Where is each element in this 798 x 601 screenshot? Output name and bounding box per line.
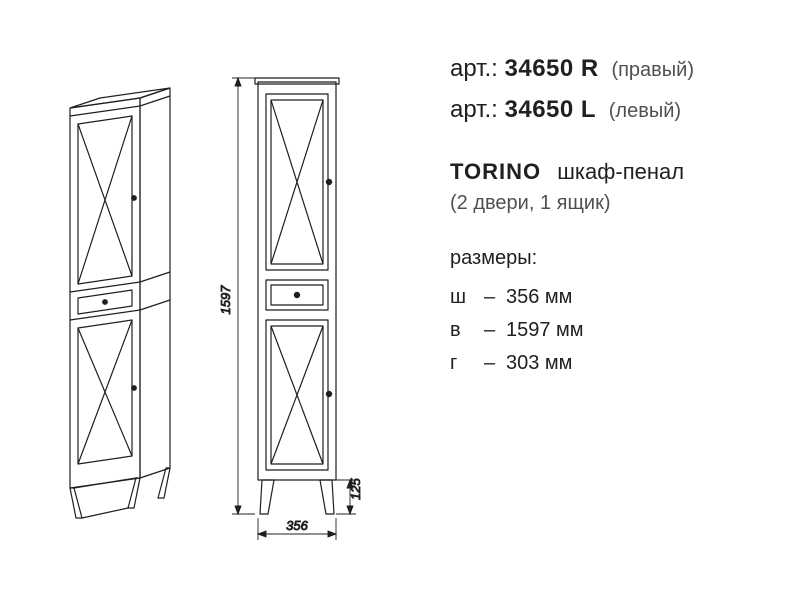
isometric-view: [70, 88, 170, 518]
dimension-value: 1597 мм: [506, 316, 584, 345]
dimension-leg-label: 125: [348, 478, 363, 500]
dimension-row: г – 303 мм: [450, 349, 780, 378]
dimensions-list: ш – 356 мм в – 1597 мм г – 303 мм: [450, 283, 780, 378]
dimensions-header: размеры:: [450, 244, 780, 273]
technical-drawing: 1597 125 356: [30, 48, 430, 568]
product-title: TORINO шкаф-пенал: [450, 156, 780, 188]
article-side: (левый): [609, 100, 681, 122]
article-code: 34650 R: [505, 55, 599, 82]
article-line-left: арт.: 34650 L (левый): [450, 93, 780, 128]
article-label: арт.:: [450, 55, 498, 82]
dimension-lines: 1597 125 356: [218, 78, 363, 540]
dimension-width-label: 356: [286, 518, 308, 533]
spec-panel: арт.: 34650 R (правый) арт.: 34650 L (ле…: [450, 52, 780, 382]
article-line-right: арт.: 34650 R (правый): [450, 52, 780, 87]
product-subtitle: (2 двери, 1 ящик): [450, 189, 780, 218]
dimension-key: в: [450, 316, 484, 345]
dimension-key: г: [450, 349, 484, 378]
article-code: 34650 L: [505, 96, 597, 123]
front-elevation: [255, 78, 339, 514]
dimension-value: 303 мм: [506, 349, 572, 378]
dimension-dash: –: [484, 349, 506, 378]
brand-name: TORINO: [450, 159, 541, 184]
dimension-value: 356 мм: [506, 283, 572, 312]
dimension-height-label: 1597: [218, 285, 233, 315]
dimension-dash: –: [484, 316, 506, 345]
dimension-row: в – 1597 мм: [450, 316, 780, 345]
dimension-dash: –: [484, 283, 506, 312]
dimension-key: ш: [450, 283, 484, 312]
article-side: (правый): [611, 59, 694, 81]
article-label: арт.:: [450, 96, 498, 123]
dimension-row: ш – 356 мм: [450, 283, 780, 312]
product-name: шкаф-пенал: [557, 159, 684, 184]
